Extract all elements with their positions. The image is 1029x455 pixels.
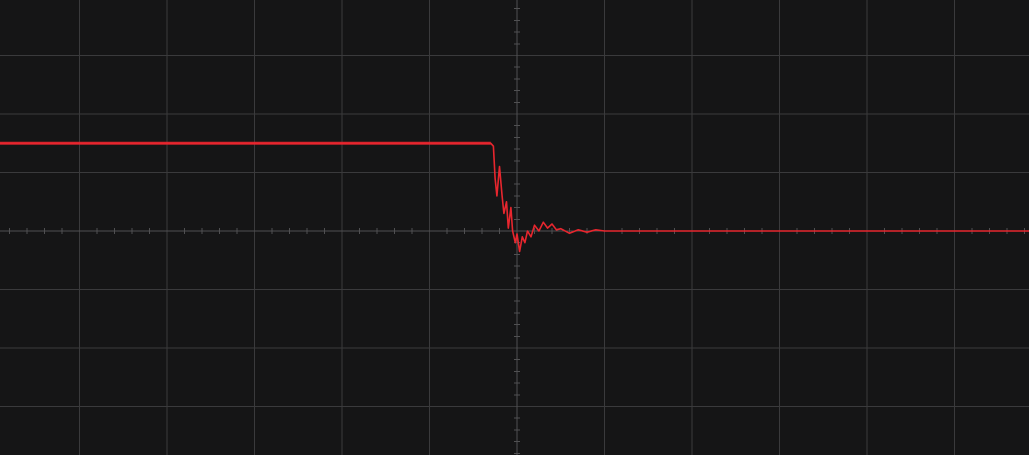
signal-trace-1 xyxy=(0,142,1029,253)
signal-high-level-band xyxy=(0,141,491,145)
signal-trace-layer xyxy=(0,141,1029,253)
